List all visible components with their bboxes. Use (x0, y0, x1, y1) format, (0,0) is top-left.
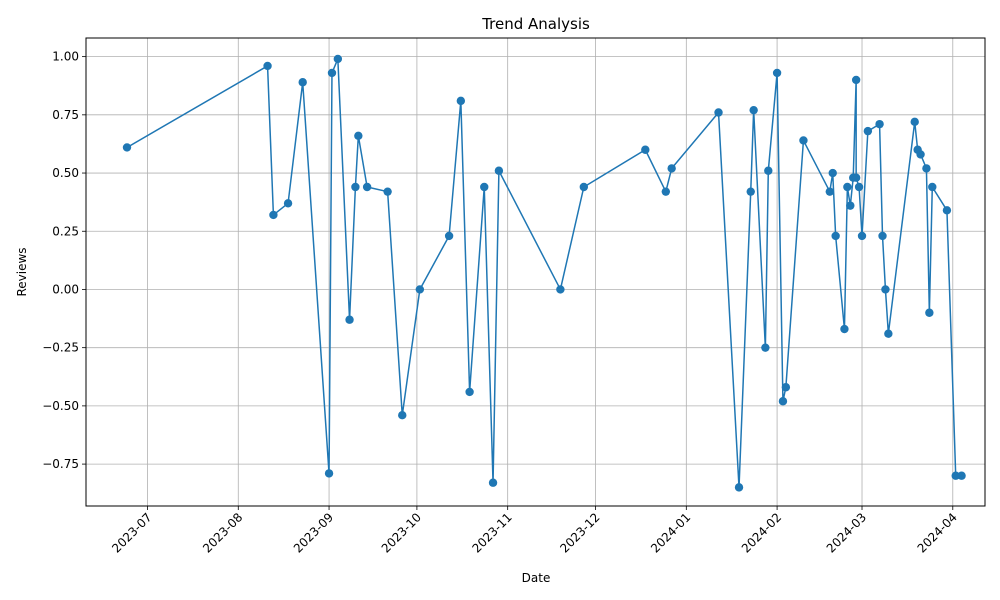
data-point (922, 164, 931, 173)
data-point (667, 164, 676, 173)
data-point (269, 210, 278, 220)
data-point (714, 108, 723, 117)
data-point (875, 119, 884, 129)
data-point (283, 199, 293, 208)
data-point (799, 136, 808, 145)
data-point (851, 75, 861, 85)
x-axis-title: Date (522, 571, 551, 585)
data-point (494, 166, 504, 175)
data-point (925, 308, 934, 317)
y-tick-label: 0.50 (52, 166, 79, 180)
y-axis-title: Reviews (15, 247, 29, 296)
data-point (444, 231, 454, 241)
data-point (734, 483, 744, 492)
data-point (641, 145, 650, 154)
grid-layer (86, 38, 985, 506)
data-point (857, 231, 867, 241)
data-point (916, 150, 925, 159)
data-point (764, 166, 773, 175)
y-tick-label: 0.00 (52, 282, 79, 296)
data-point (456, 96, 466, 106)
data-point (772, 68, 782, 78)
y-axis-ticks: −0.75 −0.50 −0.25 0.00 0.25 0.50 0.75 1.00 (42, 50, 86, 471)
data-point (863, 126, 873, 136)
data-point (298, 78, 307, 87)
data-point (488, 478, 498, 487)
y-tick-label: −0.50 (42, 399, 79, 413)
y-tick-label: −0.25 (42, 341, 79, 355)
data-point (840, 324, 849, 334)
point-layer (122, 54, 966, 492)
data-point (851, 173, 861, 182)
plot-frame (85, 37, 986, 507)
y-tick-label: 0.75 (52, 108, 79, 122)
data-point (362, 182, 372, 192)
data-point (942, 206, 952, 215)
data-point (345, 315, 354, 324)
data-point (831, 231, 840, 241)
data-point (480, 182, 489, 192)
data-point (746, 187, 755, 196)
data-point (354, 131, 363, 140)
data-point (351, 182, 360, 192)
data-point (263, 61, 272, 71)
data-point (910, 117, 919, 127)
data-point (398, 410, 407, 420)
chart-title: Trend Analysis (481, 15, 590, 33)
data-point (661, 187, 671, 196)
data-point (846, 201, 855, 210)
data-point (749, 105, 758, 115)
data-point (327, 68, 337, 78)
data-point (333, 54, 343, 64)
data-point (843, 182, 852, 192)
data-point (928, 182, 937, 192)
data-point (854, 182, 864, 192)
y-tick-label: 0.25 (52, 224, 79, 238)
data-point (324, 469, 334, 478)
data-point (884, 329, 893, 338)
data-point (383, 187, 392, 196)
data-point (878, 231, 887, 241)
y-tick-label: 1.00 (52, 50, 79, 64)
data-point (881, 285, 890, 294)
data-point (415, 285, 425, 294)
data-point (951, 471, 960, 480)
data-point (781, 383, 791, 392)
data-point (828, 168, 837, 178)
data-point (122, 143, 132, 152)
data-point (556, 285, 565, 294)
data-point (957, 471, 966, 480)
data-point (761, 343, 770, 352)
y-tick-label: −0.75 (42, 457, 79, 471)
data-point (778, 397, 788, 406)
data-point (465, 387, 474, 397)
data-point (825, 187, 834, 196)
data-point (579, 182, 589, 192)
